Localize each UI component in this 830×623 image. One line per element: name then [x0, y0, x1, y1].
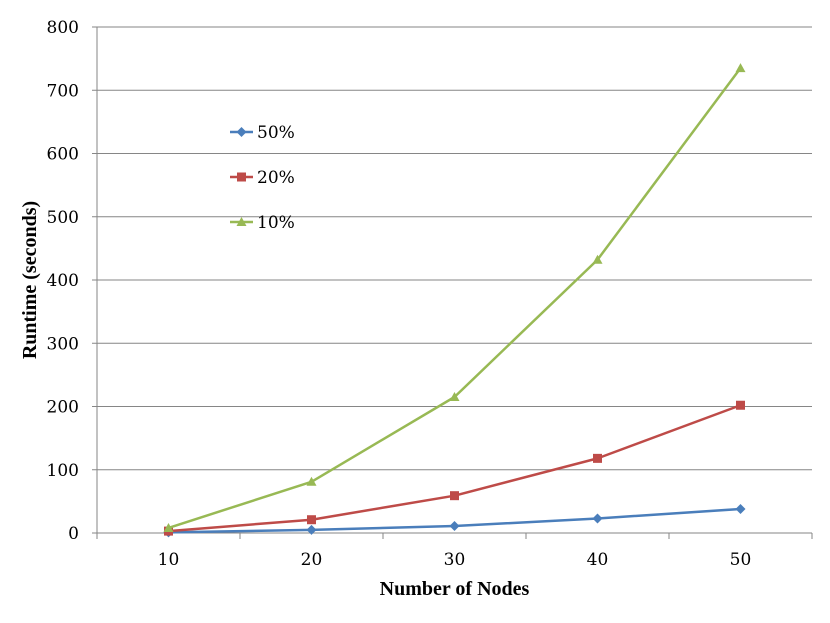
y-tick-label: 500 — [47, 208, 79, 228]
data-point-diamond — [592, 513, 603, 524]
x-tick-label: 50 — [730, 550, 752, 570]
series-10% — [163, 63, 746, 532]
series — [163, 63, 746, 538]
data-point-triangle — [163, 522, 174, 532]
data-point-square — [307, 515, 316, 525]
data-point-square — [237, 172, 246, 182]
x-axis-title: Number of Nodes — [380, 578, 530, 600]
y-axis-ticks: 0 100 200 300 400 500 600 700 800 — [47, 18, 97, 544]
x-tick-label: 20 — [301, 550, 323, 570]
data-point-triangle — [592, 254, 603, 264]
data-point-triangle — [735, 63, 746, 73]
data-point-square — [736, 400, 745, 410]
y-tick-label: 400 — [47, 271, 79, 291]
data-point-square — [450, 491, 459, 501]
x-tick-label: 10 — [158, 550, 180, 570]
legend-label: 20% — [257, 168, 295, 188]
data-point-diamond — [735, 503, 746, 514]
data-point-triangle — [236, 217, 247, 226]
y-axis-title: Runtime (seconds) — [19, 201, 41, 359]
x-tick-label: 30 — [444, 550, 466, 570]
y-tick-label: 800 — [47, 18, 79, 38]
legend: 50% 20% 10% — [230, 123, 295, 233]
y-tick-label: 0 — [68, 524, 79, 544]
data-point-diamond — [449, 521, 460, 532]
data-point-square — [593, 453, 602, 463]
y-tick-label: 300 — [47, 334, 79, 354]
data-point-diamond — [236, 127, 247, 137]
data-point-triangle — [449, 392, 460, 402]
legend-label: 10% — [257, 213, 295, 233]
x-axis-ticks: 10 20 30 40 50 — [96, 533, 813, 570]
data-point-diamond — [306, 524, 317, 535]
legend-item: 20% — [230, 168, 295, 188]
y-tick-label: 600 — [47, 145, 79, 165]
grid-lines — [97, 26, 812, 471]
legend-item: 50% — [230, 123, 295, 143]
series-line — [168, 404, 741, 533]
series-50% — [163, 503, 746, 538]
series-line — [168, 67, 742, 530]
data-point-triangle — [306, 476, 317, 486]
y-tick-label: 700 — [47, 81, 79, 101]
legend-item: 10% — [230, 213, 295, 233]
y-tick-label: 100 — [47, 461, 79, 481]
y-tick-label: 200 — [47, 398, 79, 418]
legend-label: 50% — [257, 123, 295, 143]
x-tick-label: 40 — [587, 550, 609, 570]
